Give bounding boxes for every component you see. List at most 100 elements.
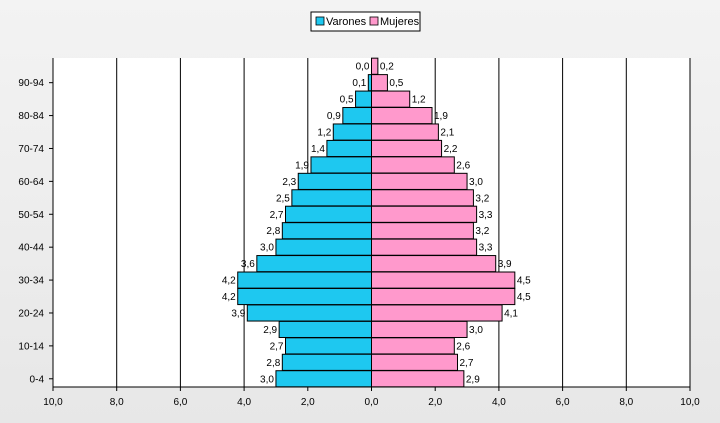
bar-mujeres-70-74 [371,139,443,158]
data-label-varones-30-34: 4,2 [222,276,236,287]
bar-mujeres-80-84 [371,107,433,125]
bar-varones-45-49 [281,222,373,240]
bar-mujeres-45-49 [371,222,474,240]
data-label-varones-65-69: 1,9 [295,160,309,171]
data-label-mujeres-70-74: 2,2 [444,144,458,155]
data-label-varones-5-9: 2,8 [266,358,280,369]
legend-swatch-mujeres [369,16,379,26]
data-label-varones-50-54: 2,7 [270,210,284,221]
bar-varones-80-84 [342,107,372,125]
bar-mujeres-10-14 [371,337,455,355]
data-label-varones-35-39: 3,6 [241,259,255,270]
bar-varones-40-44 [275,238,373,256]
data-label-mujeres-90-94: 0,5 [389,78,403,89]
bar-mujeres-5-9 [371,353,458,371]
data-label-varones-25-29: 4,2 [222,292,236,303]
y-tick-label-10-14: 10-14 [18,341,44,352]
bar-varones-60-64 [297,172,372,190]
bar-varones-65-69 [310,156,372,174]
data-labels-group: 3,0 2,9 2,8 2,7 2,7 2,6 2,9 3,0 3,9 4,1 4,2 4,5 4,2 4… [222,62,531,386]
y-tick-label-0-4: 0-4 [30,374,45,385]
data-label-varones-15-19: 2,9 [263,325,277,336]
data-label-mujeres-25-29: 4,5 [517,292,531,303]
x-tick-label-10: 10,0 [680,397,700,408]
x-tick-label-9: 8,0 [619,397,633,408]
y-tick-label-20-24: 20-24 [18,308,44,319]
bar-mujeres-35-39 [371,255,497,273]
x-tick-label-3: 4,0 [237,397,251,408]
y-tick-label-90-94: 90-94 [18,78,44,89]
bar-varones-30-34 [237,271,372,289]
data-label-mujeres-50-54: 3,3 [479,210,493,221]
data-label-varones-80-84: 0,9 [327,111,341,122]
bar-mujeres-20-24 [371,304,503,322]
bar-mujeres-50-54 [371,205,478,223]
y-tick-label-50-54: 50-54 [18,210,44,221]
bar-varones-10-14 [285,337,373,355]
axes-group: 10,0 8,0 6,0 4,0 2,0 0,0 2,0 4,0 6,0 8,0 10,0 0-4 10… [18,58,700,408]
bar-varones-35-39 [256,255,372,273]
x-tick-label-1: 8,0 [110,397,124,408]
bars-group [237,57,516,388]
bar-mujeres-90-94 [371,74,388,92]
x-tick-label-4: 2,0 [301,397,315,408]
data-label-varones-95+: 0,0 [356,62,370,73]
legend-label-mujeres: Mujeres [380,16,420,28]
bar-mujeres-55-59 [371,189,474,207]
bar-varones-15-19 [278,320,373,338]
data-label-varones-90-94: 0,1 [352,78,366,89]
x-tick-label-6: 2,0 [428,397,442,408]
data-label-mujeres-65-69: 2,6 [456,160,470,171]
x-tick-label-2: 6,0 [173,397,187,408]
y-tick-label-30-34: 30-34 [18,276,44,287]
data-label-mujeres-80-84: 1,9 [434,111,448,122]
legend-box [310,11,421,32]
bar-mujeres-15-19 [371,320,468,338]
y-tick-label-60-64: 60-64 [18,177,44,188]
y-tick-label-80-84: 80-84 [18,111,44,122]
bar-varones-0-4 [275,370,373,388]
bar-varones-70-74 [326,139,373,158]
x-tick-label-5: 0,0 [365,397,379,408]
data-label-mujeres-5-9: 2,7 [459,358,473,369]
bar-mujeres-0-4 [371,370,465,388]
data-label-mujeres-30-34: 4,5 [517,276,531,287]
bar-varones-25-29 [237,287,372,306]
data-label-varones-70-74: 1,4 [311,144,325,155]
data-label-varones-20-24: 3,9 [231,308,245,319]
bar-mujeres-95+ [371,57,379,75]
legend-swatch-varones [315,16,325,26]
data-label-mujeres-0-4: 2,9 [466,374,480,385]
data-label-mujeres-95+: 0,2 [380,62,394,73]
data-label-mujeres-60-64: 3,0 [469,177,483,188]
data-label-mujeres-40-44: 3,3 [479,243,493,254]
bar-mujeres-60-64 [371,172,468,190]
x-tick-label-7: 4,0 [492,397,506,408]
bar-mujeres-85-89 [371,90,411,108]
data-label-mujeres-20-24: 4,1 [504,308,518,319]
bar-mujeres-65-69 [371,156,455,174]
bar-varones-20-24 [246,304,372,322]
data-label-mujeres-55-59: 3,2 [475,193,489,204]
data-label-varones-55-59: 2,5 [276,193,290,204]
bar-mujeres-30-34 [371,271,516,289]
bar-mujeres-75-79 [371,123,439,141]
data-label-varones-0-4: 3,0 [260,374,274,385]
bar-varones-5-9 [281,353,373,371]
bar-varones-50-54 [285,205,373,223]
y-tick-label-40-44: 40-44 [18,243,44,254]
data-label-mujeres-10-14: 2,6 [456,341,470,352]
bar-mujeres-25-29 [371,287,516,306]
legend-label-varones: Varones [326,16,367,28]
bar-varones-85-89 [355,90,373,108]
bar-varones-55-59 [291,189,372,207]
x-tick-label-0: 10,0 [43,397,63,408]
data-label-mujeres-15-19: 3,0 [469,325,483,336]
x-tick-label-8: 6,0 [556,397,570,408]
bar-mujeres-40-44 [371,238,478,256]
y-tick-label-70-74: 70-74 [18,144,44,155]
data-label-mujeres-45-49: 3,2 [475,226,489,237]
data-label-varones-75-79: 1,2 [317,128,331,139]
data-label-mujeres-35-39: 3,9 [498,259,512,270]
